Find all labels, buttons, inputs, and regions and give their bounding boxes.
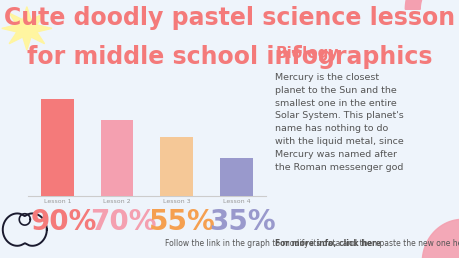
Text: Cute doodly pastel science lesson: Cute doodly pastel science lesson: [4, 6, 455, 30]
Bar: [220, 158, 253, 196]
Text: For more info, click here: For more info, click here: [275, 239, 381, 248]
Bar: [101, 120, 134, 196]
Bar: [160, 137, 193, 196]
Text: 55%: 55%: [149, 208, 216, 236]
Text: Biology: Biology: [275, 46, 339, 61]
Text: Mercury is the closest
planet to the Sun and the
smallest one in the entire
Sola: Mercury is the closest planet to the Sun…: [275, 73, 404, 172]
Polygon shape: [422, 219, 459, 258]
Text: 70%: 70%: [90, 208, 156, 236]
Polygon shape: [2, 7, 52, 50]
Text: for middle school infographics: for middle school infographics: [27, 45, 432, 69]
Text: 35%: 35%: [209, 208, 276, 236]
Text: 90%: 90%: [30, 208, 96, 236]
Polygon shape: [405, 0, 459, 9]
Bar: [41, 99, 74, 196]
Text: Follow the link in the graph to modify its data and then paste the new one here.: Follow the link in the graph to modify i…: [165, 239, 459, 248]
